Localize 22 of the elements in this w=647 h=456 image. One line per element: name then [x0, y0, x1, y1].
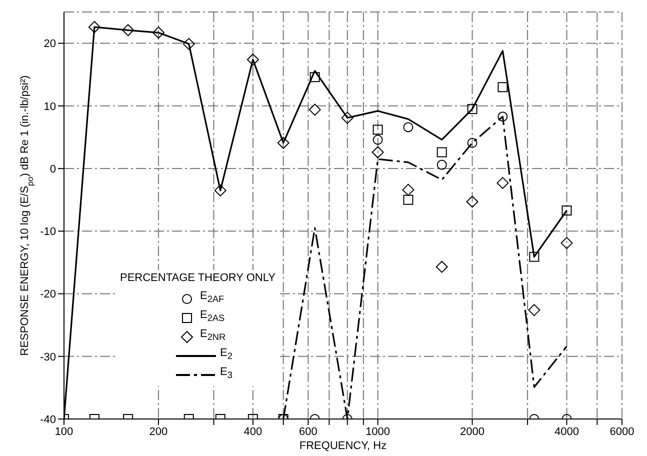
legend-label: E$_{3}$	[220, 366, 232, 383]
legend-label: E$_{2AF}$	[200, 290, 224, 307]
y-tick-label: -20	[40, 288, 56, 301]
legend-label: E$_{2AS}$	[200, 309, 225, 326]
y-tick-label: 10	[44, 100, 56, 113]
x-tick-label: 200	[149, 426, 168, 438]
legend-label: E$_{2NR}$	[200, 328, 226, 345]
legend-label: E$_{2}$	[220, 347, 232, 364]
x-tick-label: 2000	[460, 426, 485, 438]
x-tick-label: 4000	[554, 426, 579, 438]
y-tick-label: -10	[40, 226, 56, 238]
x-tick-label: 600	[299, 426, 318, 438]
y-tick-label: 0	[50, 163, 56, 176]
x-axis-title: FREQUENCY, Hz	[299, 440, 387, 452]
x-tick-label: 100	[54, 426, 74, 438]
y-tick-label: -40	[40, 414, 56, 426]
x-tick-label: 1000	[366, 426, 390, 438]
x-tick-label: 6000	[610, 426, 634, 438]
legend-title: PERCENTAGE THEORY ONLY	[120, 272, 276, 285]
x-tick-label: 400	[244, 426, 262, 438]
y-tick-label: -30	[40, 351, 56, 364]
y-tick-label: 20	[44, 38, 56, 50]
